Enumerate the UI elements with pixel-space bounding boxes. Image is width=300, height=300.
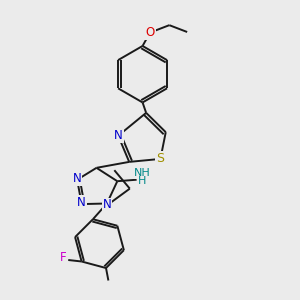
Text: N: N	[77, 196, 86, 209]
Text: F: F	[60, 250, 66, 263]
Text: N: N	[103, 199, 111, 212]
Text: NH: NH	[134, 168, 150, 178]
Text: O: O	[146, 26, 154, 39]
Text: H: H	[138, 176, 146, 186]
Text: N: N	[114, 129, 123, 142]
Text: N: N	[73, 172, 82, 185]
Text: S: S	[156, 152, 164, 165]
